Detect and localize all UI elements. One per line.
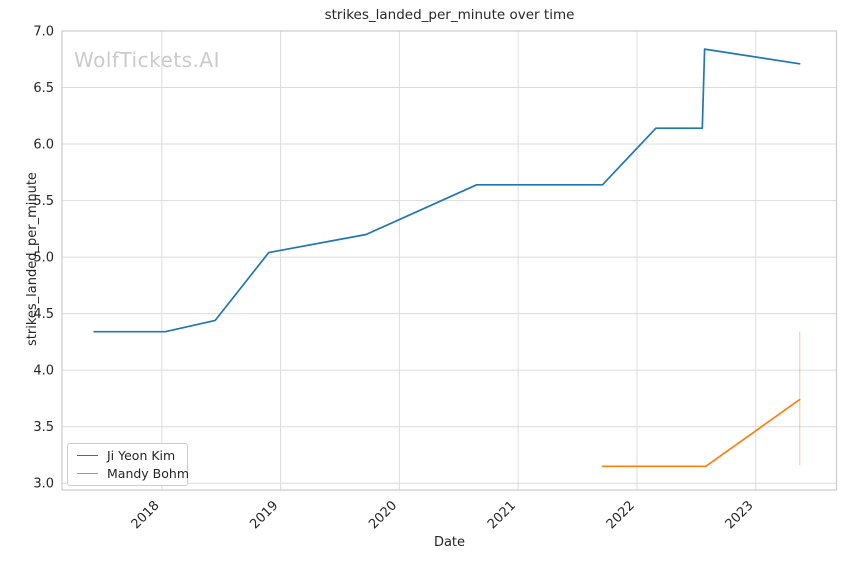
series-line-mandy-bohm <box>601 398 801 468</box>
legend-label: Ji Yeon Kim <box>107 448 176 463</box>
legend-item: Mandy Bohm <box>77 467 189 480</box>
legend-line-swatch <box>77 473 98 474</box>
x-tick-label: 2020 <box>366 498 400 532</box>
y-tick-label: 3.0 <box>33 477 54 492</box>
plot-border <box>61 30 838 491</box>
y-tick-label: 6.0 <box>33 138 54 153</box>
legend-label: Mandy Bohm <box>107 466 189 481</box>
x-tick-label: 2018 <box>129 498 163 532</box>
series-line-ji-yeon-kim <box>93 48 801 333</box>
y-tick-label: 3.5 <box>33 420 54 435</box>
y-tick-label: 7.0 <box>33 25 54 40</box>
y-axis-label: strikes_landed_per_minute <box>25 172 40 346</box>
chart-title: strikes_landed_per_minute over time <box>324 7 575 23</box>
x-tick-label: 2023 <box>723 498 757 532</box>
y-tick-label: 5.5 <box>33 194 54 209</box>
x-tick-label: 2022 <box>604 498 638 532</box>
legend-line-swatch <box>77 455 98 456</box>
x-tick-label: 2021 <box>485 498 519 532</box>
x-tick-label: 2019 <box>247 498 281 532</box>
y-tick-label: 4.5 <box>33 307 54 322</box>
x-axis-label: Date <box>433 535 466 550</box>
legend-item: Ji Yeon Kim <box>77 449 178 462</box>
y-tick-label: 4.0 <box>33 364 54 379</box>
watermark-text: WolfTickets.AI <box>74 48 220 72</box>
y-tick-label: 6.5 <box>33 81 54 96</box>
legend: Ji Yeon Kim Mandy Bohm <box>67 443 189 486</box>
y-tick-label: 5.0 <box>33 251 54 266</box>
